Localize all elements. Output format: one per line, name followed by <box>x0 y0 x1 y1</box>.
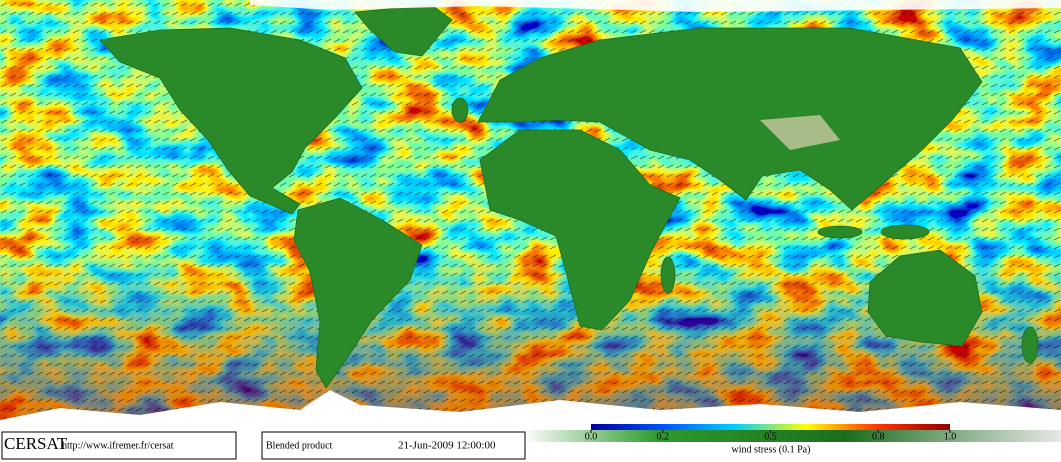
datetime: 21-Jun-2009 12:00:00 <box>398 440 496 452</box>
colorbar-tick-label: 1.0 <box>944 431 957 442</box>
colorbar-tick-label: 0.2 <box>657 431 670 442</box>
colorbar <box>591 424 950 430</box>
tibet-plateau <box>760 115 840 150</box>
url: http://www.ifremer.fr/cersat <box>62 440 174 451</box>
product: Blended product <box>266 440 333 451</box>
colorbar-label: wind stress (0.1 Pa) <box>732 444 811 455</box>
land <box>99 4 1039 389</box>
colorbar-tick-label: 0.8 <box>872 431 885 442</box>
arctic-ice <box>250 0 1061 12</box>
land-bar <box>523 430 1061 442</box>
colorbar-tick-label: 0.0 <box>585 431 598 442</box>
colorbar-tick-label: 0.5 <box>764 431 777 442</box>
info-box <box>1 431 237 460</box>
antarctica-ice <box>0 390 1061 432</box>
logo: CERSAT <box>4 434 68 453</box>
product-box <box>261 431 526 460</box>
